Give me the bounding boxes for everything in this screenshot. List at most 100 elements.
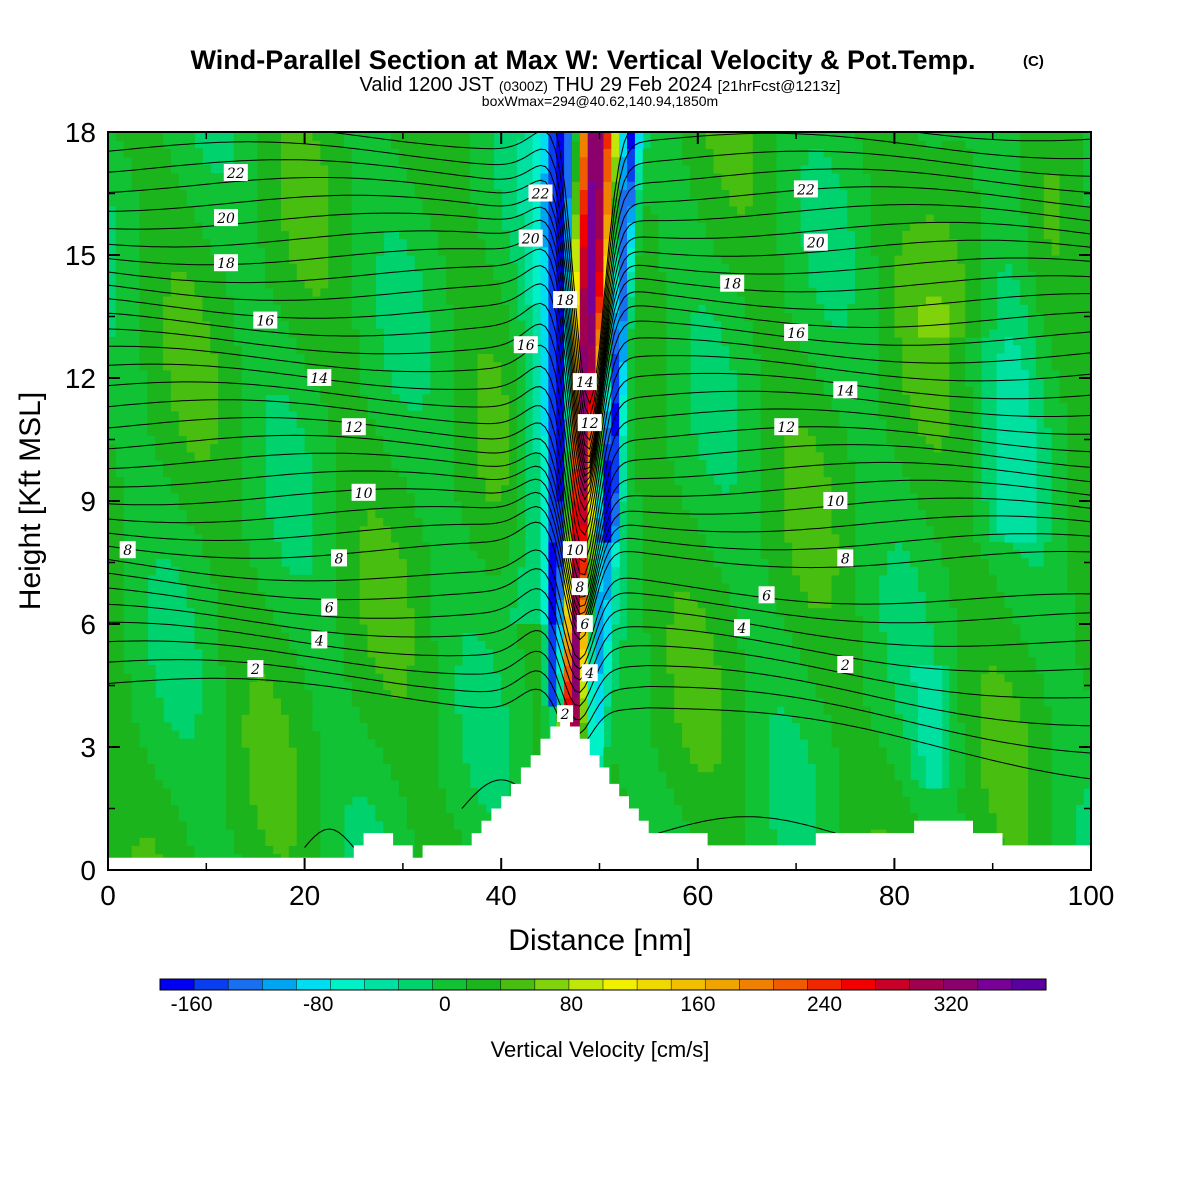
colorbar-swatch bbox=[977, 978, 1013, 991]
theta-contour-line bbox=[108, 587, 1091, 681]
theta-label: 16 bbox=[256, 314, 274, 330]
x-tick-label: 80 bbox=[879, 880, 910, 911]
theta-contour-line bbox=[108, 381, 1091, 563]
colorbar-swatch bbox=[807, 978, 843, 991]
colorbar: -160 -80 0 80 160 240 320 bbox=[159, 978, 1047, 1016]
subtitle-utc: (0300Z) bbox=[499, 78, 548, 94]
theta-label-box bbox=[553, 291, 578, 309]
axis-ticks: 0 20 40 60 80 100 0 3 6 9 12 15 18 bbox=[65, 117, 1115, 911]
theta-contour-line bbox=[108, 659, 1091, 754]
theta-label: 10 bbox=[566, 543, 584, 559]
x-axis-label: Distance [nm] bbox=[508, 924, 691, 957]
theta-contour-line bbox=[108, 478, 1091, 622]
chart-subtitle: Valid 1200 JST (0300Z) THU 29 Feb 2024 [… bbox=[360, 74, 841, 96]
colorbar-swatch bbox=[296, 978, 331, 991]
colorbar-swatch bbox=[704, 978, 740, 991]
theta-contour-line bbox=[108, 465, 1091, 615]
theta-label-box bbox=[837, 656, 854, 673]
theta-contour-line bbox=[108, 344, 1091, 536]
colorbar-swatch bbox=[398, 978, 434, 991]
theta-label-box bbox=[119, 541, 136, 559]
y-tick-label: 15 bbox=[65, 240, 96, 271]
theta-label: 4 bbox=[737, 621, 747, 637]
theta-label-box bbox=[803, 233, 828, 251]
theta-contour-line bbox=[108, 363, 1091, 550]
theta-contour-line bbox=[108, 621, 1091, 707]
theta-label-box bbox=[341, 418, 366, 436]
theta-label-box bbox=[518, 229, 543, 247]
colorbar-swatch bbox=[875, 978, 911, 991]
colorbar-swatch bbox=[636, 978, 672, 991]
theta-label-box bbox=[513, 336, 538, 354]
colorbar-tick-label: 80 bbox=[560, 993, 583, 1016]
theta-contour-line bbox=[108, 640, 1091, 727]
theta-label: 22 bbox=[796, 182, 815, 198]
theta-label: 18 bbox=[556, 293, 574, 309]
theta-contour-line bbox=[108, 521, 1091, 641]
theta-label: 22 bbox=[226, 166, 245, 182]
theta-label-box bbox=[223, 164, 248, 181]
theta-label-box bbox=[837, 549, 854, 567]
theta-label-box bbox=[557, 705, 574, 723]
theta-label: 2 bbox=[840, 658, 850, 674]
theta-contour-line bbox=[108, 417, 1091, 587]
theta-label-box bbox=[331, 549, 347, 567]
theta-label: 8 bbox=[841, 551, 850, 567]
theta-contour-line bbox=[108, 302, 1091, 512]
theta-label-box bbox=[758, 586, 775, 604]
theta-contour-line bbox=[108, 491, 1091, 628]
theta-label: 6 bbox=[325, 601, 334, 617]
plot-area bbox=[108, 132, 1091, 870]
colorbar-label: Vertical Velocity [cm/s] bbox=[491, 1037, 710, 1062]
colorbar-swatch bbox=[500, 978, 536, 991]
theta-contour-line bbox=[108, 434, 1091, 598]
theta-contour-line bbox=[108, 452, 1091, 608]
title-mark: (C) bbox=[1023, 53, 1044, 70]
theta-label: 14 bbox=[576, 375, 594, 391]
y-tick-label: 12 bbox=[65, 363, 96, 394]
colorbar-swatch bbox=[909, 978, 945, 991]
theta-contour-line bbox=[108, 233, 1091, 477]
theta-label: 4 bbox=[584, 666, 594, 682]
theta-label-box bbox=[214, 209, 238, 227]
theta-contour-line bbox=[658, 816, 836, 834]
theta-contour-line bbox=[471, 132, 1091, 406]
y-tick-label: 3 bbox=[80, 732, 96, 763]
theta-contour-line bbox=[108, 193, 1091, 458]
theta-contour-line bbox=[108, 677, 1091, 780]
theta-label-box bbox=[784, 323, 809, 341]
theta-label: 2 bbox=[560, 707, 570, 723]
theta-label-box bbox=[247, 660, 264, 678]
x-tick-label: 20 bbox=[289, 880, 320, 911]
colorbar-swatch bbox=[670, 978, 706, 991]
theta-contour-line bbox=[304, 828, 355, 848]
colorbar-swatch bbox=[432, 978, 468, 991]
colorbar-tick-label: -160 bbox=[171, 993, 213, 1016]
theta-contour-line bbox=[108, 549, 1091, 661]
x-tick-label: 100 bbox=[1068, 880, 1115, 911]
theta-label: 10 bbox=[355, 486, 373, 502]
theta-label-box bbox=[214, 254, 238, 272]
theta-label: 22 bbox=[531, 187, 550, 203]
colorbar-swatch bbox=[943, 978, 979, 991]
chart-title: Wind-Parallel Section at Max W: Vertical… bbox=[191, 45, 976, 75]
theta-label-box bbox=[562, 541, 587, 559]
colorbar-swatch bbox=[534, 978, 570, 991]
theta-label: 6 bbox=[762, 588, 771, 604]
x-tick-label: 60 bbox=[682, 880, 713, 911]
colorbar-swatch bbox=[739, 978, 774, 991]
theta-label: 18 bbox=[217, 256, 235, 272]
theta-label-box bbox=[311, 631, 328, 649]
theta-label: 6 bbox=[580, 617, 589, 633]
y-axis-label: Height [Kft MSL] bbox=[14, 392, 47, 610]
theta-label-box bbox=[351, 483, 376, 501]
theta-label: 20 bbox=[521, 232, 540, 248]
subtitle-fcst: [21hrFcst@1213z] bbox=[718, 78, 841, 95]
theta-label: 16 bbox=[517, 338, 535, 354]
theta-label-box bbox=[774, 418, 799, 436]
theta-contour-line bbox=[108, 177, 1091, 450]
colorbar-swatch bbox=[602, 978, 638, 991]
theta-label-box bbox=[833, 381, 858, 399]
theta-label: 12 bbox=[581, 416, 599, 432]
theta-label: 8 bbox=[335, 551, 344, 567]
